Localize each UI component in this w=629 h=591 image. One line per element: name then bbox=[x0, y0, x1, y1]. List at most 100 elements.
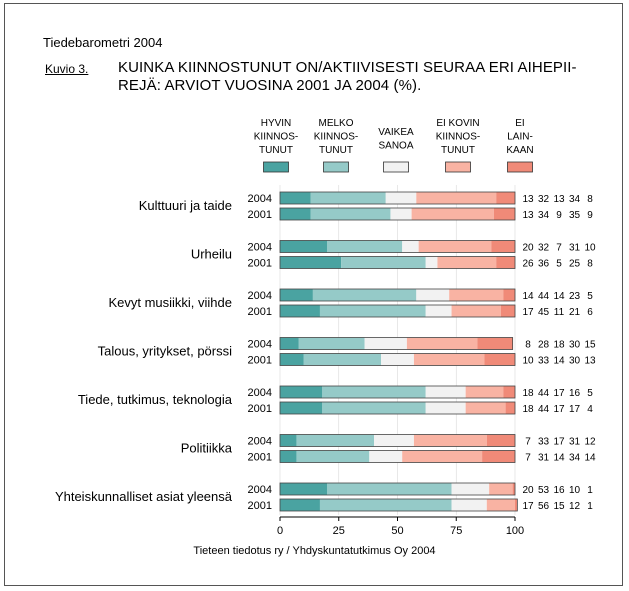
year-label: 2001 bbox=[248, 355, 272, 367]
bar-segment bbox=[390, 208, 412, 220]
bar-segment bbox=[477, 337, 513, 350]
legend-label-1: KIINNOS- bbox=[254, 132, 298, 143]
value-label: 20 bbox=[522, 485, 534, 496]
year-label: 2004 bbox=[248, 193, 272, 205]
value-label: 35 bbox=[569, 210, 581, 221]
legend-label-5: KAAN bbox=[506, 145, 533, 156]
value-label: 13 bbox=[584, 356, 596, 367]
value-label: 7 bbox=[556, 243, 562, 254]
year-label: 2001 bbox=[248, 209, 272, 221]
bar-outline bbox=[279, 288, 516, 302]
bar-segment bbox=[416, 192, 497, 204]
bar-segment bbox=[425, 402, 466, 414]
bar-segment bbox=[319, 305, 426, 317]
bar-segment bbox=[482, 450, 515, 463]
value-label: 16 bbox=[553, 485, 565, 496]
bar-segment bbox=[402, 450, 483, 463]
value-label: 34 bbox=[538, 210, 550, 221]
bar-segment bbox=[465, 402, 506, 414]
legend-label-3: VAIKEA bbox=[378, 127, 414, 138]
bar-segment bbox=[341, 256, 426, 269]
legend-label-2: TUNUT bbox=[319, 145, 353, 156]
legend-label-3: SANOA bbox=[378, 141, 413, 152]
year-label: 2004 bbox=[248, 436, 272, 448]
bar-segment bbox=[280, 337, 299, 350]
value-label: 12 bbox=[569, 501, 581, 512]
bar-segment bbox=[493, 208, 515, 220]
bar-segment bbox=[310, 192, 386, 204]
value-label: 44 bbox=[538, 291, 550, 302]
bar-segment bbox=[280, 208, 311, 220]
bar-segment bbox=[374, 434, 414, 447]
value-label: 32 bbox=[538, 194, 550, 205]
value-label: 13 bbox=[522, 194, 534, 205]
value-label: 6 bbox=[587, 307, 593, 318]
bar-outline bbox=[279, 482, 516, 496]
bar-segment bbox=[486, 499, 515, 511]
value-label: 17 bbox=[553, 404, 565, 415]
bar-segment bbox=[298, 337, 365, 350]
value-label: 7 bbox=[525, 453, 531, 464]
bar-segment bbox=[280, 305, 320, 317]
value-label: 31 bbox=[569, 243, 581, 254]
bar-segment bbox=[451, 483, 490, 495]
bar-segment bbox=[369, 450, 403, 463]
bar-outline bbox=[279, 498, 518, 512]
value-label: 17 bbox=[522, 307, 534, 318]
value-label: 17 bbox=[553, 437, 565, 448]
value-label: 21 bbox=[569, 307, 581, 318]
figure-label: Kuvio 3. bbox=[45, 62, 89, 76]
value-label: 15 bbox=[584, 340, 596, 351]
value-label: 5 bbox=[587, 388, 593, 399]
bar-outline bbox=[279, 353, 516, 366]
value-label: 9 bbox=[556, 210, 562, 221]
bar-segment bbox=[280, 289, 313, 301]
year-label: 2004 bbox=[248, 387, 272, 399]
legend-label-2: KIINNOS- bbox=[314, 132, 358, 143]
bar-outline bbox=[279, 385, 516, 399]
value-label: 32 bbox=[538, 243, 550, 254]
bar-segment bbox=[280, 499, 320, 511]
value-label: 17 bbox=[522, 501, 534, 512]
value-label: 17 bbox=[569, 404, 581, 415]
bar-outline bbox=[279, 191, 516, 205]
value-label: 4 bbox=[587, 404, 593, 415]
bar-segment bbox=[280, 256, 342, 269]
category-label: Yhteiskunnalliset asiat yleensä bbox=[55, 489, 233, 504]
bar-segment bbox=[413, 434, 487, 447]
category-label: Politiikka bbox=[181, 441, 233, 456]
value-label: 44 bbox=[538, 404, 550, 415]
legend-swatch-1 bbox=[263, 161, 289, 173]
value-label: 16 bbox=[569, 388, 581, 399]
value-label: 33 bbox=[538, 437, 550, 448]
bar-segment bbox=[451, 499, 487, 511]
value-label: 56 bbox=[538, 501, 550, 512]
bar-outline bbox=[279, 450, 516, 463]
bar-segment bbox=[385, 192, 417, 204]
legend-swatch-3 bbox=[383, 161, 409, 173]
value-label: 23 bbox=[569, 291, 581, 302]
legend-swatch-2 bbox=[323, 161, 349, 173]
value-label: 20 bbox=[522, 243, 534, 254]
bar-segment bbox=[515, 499, 518, 511]
bar-outline bbox=[279, 434, 516, 447]
value-label: 31 bbox=[569, 437, 581, 448]
bar-segment bbox=[280, 353, 304, 366]
bar-segment bbox=[381, 353, 414, 366]
bar-segment bbox=[437, 256, 497, 269]
bar-segment bbox=[303, 353, 382, 366]
value-label: 30 bbox=[569, 340, 581, 351]
value-label: 45 bbox=[538, 307, 550, 318]
bar-segment bbox=[503, 289, 515, 301]
value-label: 5 bbox=[556, 259, 562, 270]
year-label: 2001 bbox=[248, 258, 272, 270]
bar-segment bbox=[280, 240, 327, 253]
legend-swatch-4 bbox=[445, 161, 471, 173]
bar-segment bbox=[496, 256, 515, 269]
bar-segment bbox=[296, 450, 370, 463]
bar-segment bbox=[484, 353, 515, 366]
value-label: 1 bbox=[587, 485, 593, 496]
value-label: 53 bbox=[538, 485, 550, 496]
value-label: 5 bbox=[587, 291, 593, 302]
bar-segment bbox=[280, 402, 323, 414]
